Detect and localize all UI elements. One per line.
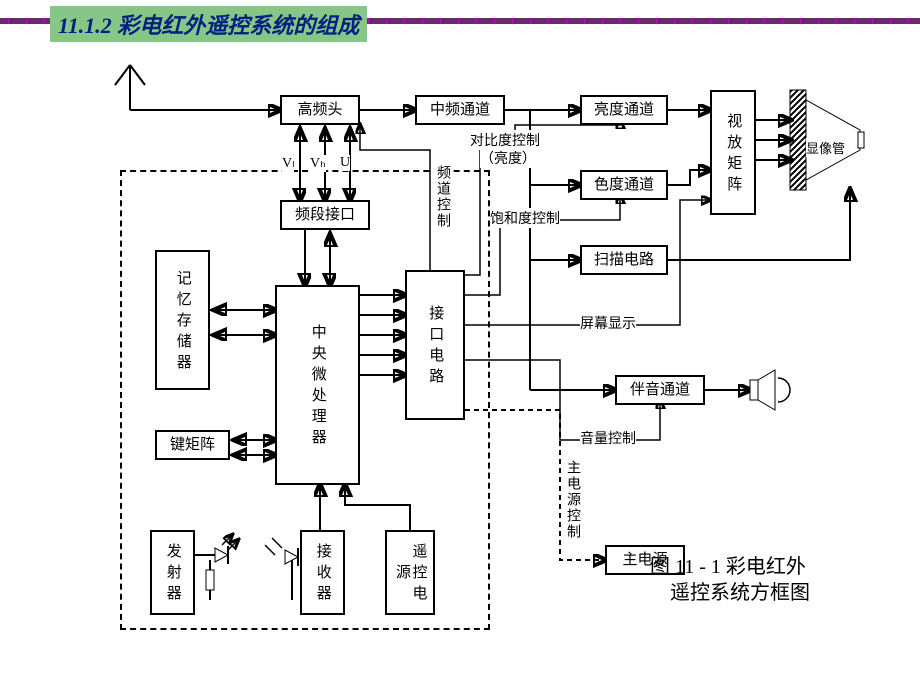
node-brightness: 亮度通道 bbox=[580, 95, 668, 125]
node-keys: 键矩阵 bbox=[155, 430, 230, 460]
label-vol: 音量控制 bbox=[580, 428, 636, 448]
label-ch-ctrl: 频道控制 bbox=[432, 165, 452, 229]
section-title: 11.1.2 彩电红外遥控系统的组成 bbox=[50, 6, 367, 42]
node-cpu: 中央微处理器 bbox=[275, 285, 360, 485]
node-vmatrix: 视放矩阵 bbox=[710, 90, 756, 215]
node-io: 接口电路 bbox=[405, 270, 465, 420]
node-chroma: 色度通道 bbox=[580, 170, 668, 200]
node-tuner: 高频头 bbox=[280, 95, 360, 125]
label-crt: 显像管 bbox=[806, 138, 845, 157]
node-memory: 记忆存储器 bbox=[155, 250, 210, 390]
label-vh: Vₕ bbox=[310, 155, 326, 172]
label-osd: 屏幕显示 bbox=[580, 313, 636, 333]
node-tx: 发射器 bbox=[150, 530, 195, 615]
label-contrast: 对比度控制 bbox=[470, 130, 540, 150]
label-vl: Vₗ bbox=[282, 155, 294, 172]
node-audio: 伴音通道 bbox=[615, 375, 705, 405]
node-scan: 扫描电路 bbox=[580, 245, 668, 275]
label-sat: 饱和度控制 bbox=[490, 208, 560, 228]
label-main-pwr-ctrl: 主电源控制 bbox=[562, 460, 582, 540]
figure-caption-l2: 遥控系统方框图 bbox=[670, 576, 810, 605]
label-bright-sub: （亮度） bbox=[480, 148, 536, 168]
node-band-if: 频段接口 bbox=[280, 200, 370, 230]
node-if: 中频通道 bbox=[415, 95, 505, 125]
block-diagram: 高频头 中频通道 亮度通道 色度通道 扫描电路 视放矩阵 频段接口 记忆存储器 … bbox=[60, 60, 880, 680]
node-rc-power: 遥控电源 bbox=[385, 530, 435, 615]
label-u: U bbox=[340, 155, 350, 171]
node-rx: 接收器 bbox=[300, 530, 345, 615]
figure-caption-l1: 图 11 - 1 彩电红外 bbox=[650, 550, 806, 579]
